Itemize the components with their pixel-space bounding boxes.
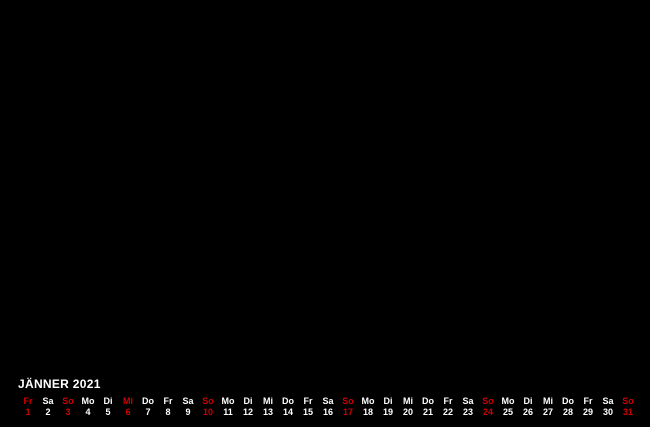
day-number: 14 bbox=[282, 407, 293, 417]
weekday-label: So bbox=[62, 396, 74, 406]
day-number: 24 bbox=[482, 407, 493, 417]
day-number: 23 bbox=[462, 407, 473, 417]
day-number: 20 bbox=[402, 407, 413, 417]
calendar-day-cell: Fr 1 bbox=[18, 396, 38, 418]
calendar-day-cell: Do 21 bbox=[418, 396, 438, 418]
day-number: 26 bbox=[522, 407, 533, 417]
day-number: 13 bbox=[262, 407, 273, 417]
calendar-day-cell: Do 14 bbox=[278, 396, 298, 418]
calendar-day-cell: Mi 27 bbox=[538, 396, 558, 418]
weekday-label: So bbox=[342, 396, 354, 406]
calendar-day-cell: Sa 9 bbox=[178, 396, 198, 418]
weekday-label: So bbox=[622, 396, 634, 406]
calendar-day-cell: Mi 6 bbox=[118, 396, 138, 418]
day-number: 10 bbox=[202, 407, 213, 417]
weekday-label: Mo bbox=[361, 396, 375, 406]
weekday-label: Mi bbox=[403, 396, 413, 406]
calendar-day-cell: Mo 25 bbox=[498, 396, 518, 418]
day-number: 17 bbox=[342, 407, 353, 417]
day-number: 9 bbox=[185, 407, 191, 417]
day-number: 8 bbox=[165, 407, 171, 417]
calendar-day-cell: Mi 20 bbox=[398, 396, 418, 418]
weekday-label: Fr bbox=[163, 396, 173, 406]
weekday-label: Fr bbox=[23, 396, 33, 406]
day-number: 4 bbox=[85, 407, 91, 417]
day-number: 19 bbox=[382, 407, 393, 417]
calendar-day-cell: Mo 4 bbox=[78, 396, 98, 418]
weekday-label: Sa bbox=[322, 396, 334, 406]
calendar-day-cell: Do 28 bbox=[558, 396, 578, 418]
calendar-day-cell: Di 26 bbox=[518, 396, 538, 418]
day-number: 31 bbox=[622, 407, 633, 417]
day-number: 29 bbox=[582, 407, 593, 417]
day-number: 25 bbox=[502, 407, 513, 417]
calendar-day-cell: Fr 15 bbox=[298, 396, 318, 418]
weekday-label: Sa bbox=[462, 396, 474, 406]
calendar-day-cell: So 3 bbox=[58, 396, 78, 418]
day-number: 1 bbox=[25, 407, 31, 417]
calendar-day-cell: Fr 29 bbox=[578, 396, 598, 418]
day-number: 27 bbox=[542, 407, 553, 417]
weekday-label: Di bbox=[103, 396, 113, 406]
weekday-label: Fr bbox=[443, 396, 453, 406]
weekday-label: So bbox=[202, 396, 214, 406]
calendar-day-cell: Fr 22 bbox=[438, 396, 458, 418]
calendar-month-title: JÄNNER 2021 bbox=[18, 377, 101, 391]
calendar-days-row: Fr 1 Sa 2 So 3 Mo 4 Di 5 Mi 6 Do 7 Fr 8 … bbox=[18, 396, 638, 418]
weekday-label: Do bbox=[422, 396, 434, 406]
weekday-label: Mi bbox=[543, 396, 553, 406]
weekday-label: Do bbox=[562, 396, 574, 406]
day-number: 5 bbox=[105, 407, 111, 417]
calendar-day-cell: Sa 30 bbox=[598, 396, 618, 418]
day-number: 28 bbox=[562, 407, 573, 417]
day-number: 2 bbox=[45, 407, 51, 417]
weekday-label: So bbox=[482, 396, 494, 406]
calendar-day-cell: Sa 23 bbox=[458, 396, 478, 418]
day-number: 30 bbox=[602, 407, 613, 417]
day-number: 12 bbox=[242, 407, 253, 417]
day-number: 3 bbox=[65, 407, 71, 417]
calendar-day-cell: Mo 18 bbox=[358, 396, 378, 418]
weekday-label: Mo bbox=[221, 396, 235, 406]
calendar-day-cell: Mo 11 bbox=[218, 396, 238, 418]
calendar-day-cell: Fr 8 bbox=[158, 396, 178, 418]
weekday-label: Mo bbox=[81, 396, 95, 406]
day-number: 21 bbox=[422, 407, 433, 417]
weekday-label: Do bbox=[142, 396, 154, 406]
weekday-label: Fr bbox=[583, 396, 593, 406]
day-number: 7 bbox=[145, 407, 151, 417]
weekday-label: Sa bbox=[602, 396, 614, 406]
calendar-day-cell: Di 5 bbox=[98, 396, 118, 418]
calendar-day-cell: Di 19 bbox=[378, 396, 398, 418]
day-number: 6 bbox=[125, 407, 131, 417]
weekday-label: Sa bbox=[182, 396, 194, 406]
calendar-day-cell: So 24 bbox=[478, 396, 498, 418]
day-number: 18 bbox=[362, 407, 373, 417]
calendar-day-cell: So 10 bbox=[198, 396, 218, 418]
weekday-label: Di bbox=[383, 396, 393, 406]
weekday-label: Mo bbox=[501, 396, 515, 406]
calendar-day-cell: So 17 bbox=[338, 396, 358, 418]
calendar-day-cell: So 31 bbox=[618, 396, 638, 418]
day-number: 16 bbox=[322, 407, 333, 417]
day-number: 22 bbox=[442, 407, 453, 417]
calendar-day-cell: Mi 13 bbox=[258, 396, 278, 418]
weekday-label: Sa bbox=[42, 396, 54, 406]
calendar-day-cell: Do 7 bbox=[138, 396, 158, 418]
weekday-label: Mi bbox=[123, 396, 133, 406]
weekday-label: Mi bbox=[263, 396, 273, 406]
weekday-label: Do bbox=[282, 396, 294, 406]
day-number: 15 bbox=[302, 407, 313, 417]
weekday-label: Di bbox=[243, 396, 253, 406]
day-number: 11 bbox=[223, 407, 233, 417]
calendar: JÄNNER 2021 Fr 1 Sa 2 So 3 Mo 4 Di 5 Mi … bbox=[18, 377, 638, 418]
weekday-label: Di bbox=[523, 396, 533, 406]
calendar-day-cell: Sa 16 bbox=[318, 396, 338, 418]
calendar-day-cell: Sa 2 bbox=[38, 396, 58, 418]
calendar-day-cell: Di 12 bbox=[238, 396, 258, 418]
weekday-label: Fr bbox=[303, 396, 313, 406]
